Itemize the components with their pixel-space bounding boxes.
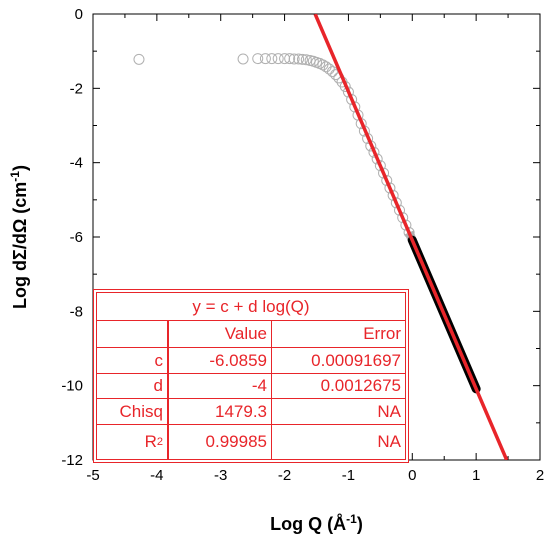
data-point <box>317 59 329 71</box>
data-point <box>390 197 402 209</box>
y-tick-label: -2 <box>70 80 83 97</box>
data-point <box>346 93 358 105</box>
data-point <box>342 86 354 98</box>
row-name: d <box>97 374 169 398</box>
x-tick-label: 1 <box>472 467 480 484</box>
row-name: Chisq <box>97 399 169 424</box>
table-title: y = c + d log(Q) <box>192 296 310 316</box>
data-point <box>326 66 338 78</box>
row-value: 1479.3 <box>171 399 272 424</box>
data-point <box>397 212 409 224</box>
data-point <box>374 160 386 172</box>
data-point <box>378 167 390 179</box>
data-point <box>387 189 399 201</box>
y-tick-label: -10 <box>61 378 83 395</box>
x-tick-label: -4 <box>150 467 163 484</box>
data-point <box>296 53 308 65</box>
row-name: c <box>97 348 169 373</box>
x-tick-label: -3 <box>214 467 227 484</box>
data-point <box>133 53 145 65</box>
data-point <box>381 175 393 187</box>
data-point <box>272 53 284 65</box>
row-value: -4 <box>171 374 272 398</box>
y-tick-label: -8 <box>70 303 83 320</box>
x-tick-label: 2 <box>536 467 544 484</box>
r-squared-base: R <box>144 432 157 451</box>
table-title-row: y = c + d log(Q) <box>97 293 405 321</box>
row-error: 0.00091697 <box>311 350 401 370</box>
data-point <box>320 61 332 73</box>
data-point <box>237 53 249 65</box>
x-tick-label: -2 <box>278 467 291 484</box>
fit-results-table: y = c + d log(Q) Value Error c -6.0859 0… <box>93 289 409 463</box>
header-error: Error <box>363 324 401 343</box>
row-error: 0.0012675 <box>320 376 401 395</box>
header-name <box>97 321 169 347</box>
row-error: NA <box>377 432 401 451</box>
x-axis-label: Log Q (Å-1) <box>270 512 363 534</box>
r-squared-exponent: 2 <box>156 436 163 448</box>
data-point <box>394 204 406 216</box>
y-tick-label: -12 <box>61 452 83 469</box>
data-point <box>259 53 271 65</box>
table-row: d -4 0.0012675 <box>97 374 405 399</box>
y-tick-label: 0 <box>75 6 83 23</box>
data-point <box>300 54 312 66</box>
data-point <box>293 53 305 65</box>
data-point <box>266 53 278 65</box>
data-point <box>288 53 300 65</box>
data-point <box>252 53 264 65</box>
y-axis-label: Log dΣ/dΩ (cm-1) <box>8 165 30 309</box>
data-point <box>384 182 396 194</box>
table-row: c -6.0859 0.00091697 <box>97 348 405 374</box>
fit-line <box>313 14 509 460</box>
y-tick-label: -4 <box>70 155 83 172</box>
data-point <box>284 53 296 65</box>
table-header-row: Value Error <box>97 321 405 348</box>
row-value: 0.99985 <box>171 425 272 459</box>
x-tick-label: -1 <box>342 467 355 484</box>
y-tick-label: -6 <box>70 229 83 246</box>
data-point <box>323 63 335 75</box>
data-point <box>400 219 412 231</box>
header-value: Value <box>171 321 272 347</box>
table-row: Chisq 1479.3 NA <box>97 399 405 425</box>
x-tick-label: 0 <box>408 467 416 484</box>
row-error: NA <box>377 401 401 421</box>
row-value: -6.0859 <box>171 348 272 373</box>
data-point <box>371 153 383 165</box>
x-tick-label: -5 <box>86 467 99 484</box>
